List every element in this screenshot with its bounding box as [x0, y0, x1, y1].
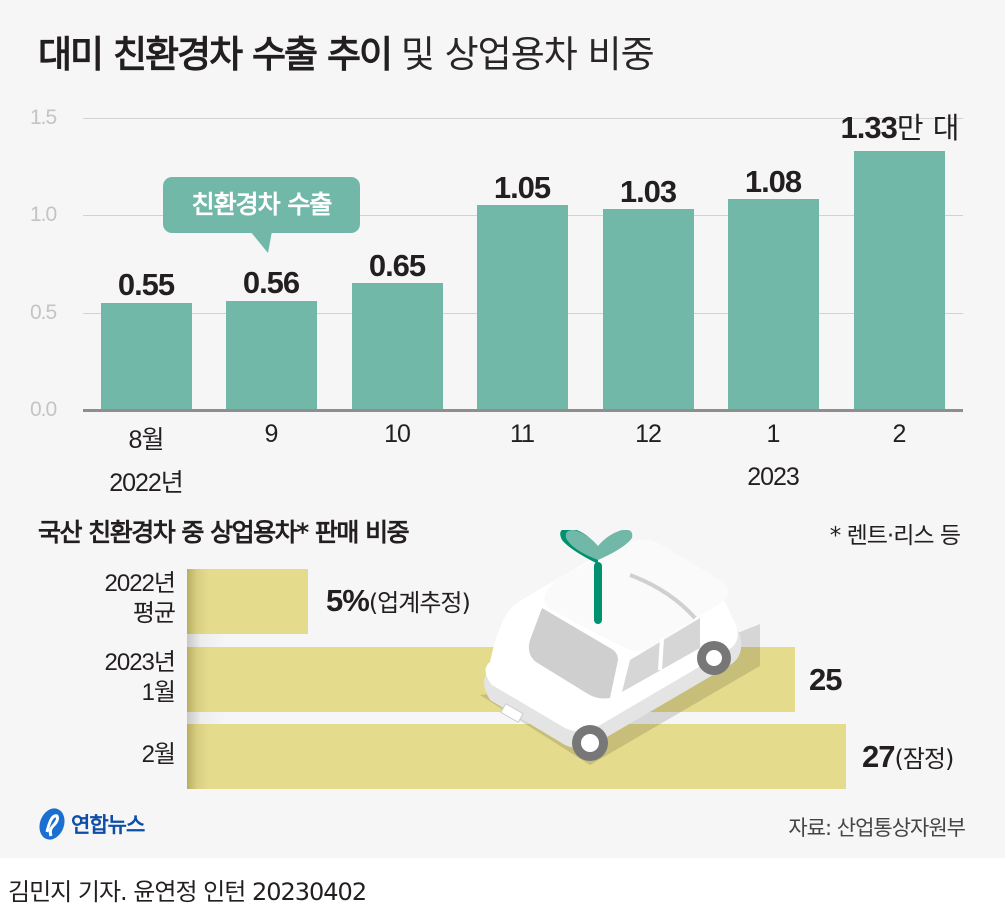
hbar-2022-avg [187, 569, 308, 634]
bar-dec-2022 [603, 209, 694, 410]
infographic-panel: 대미 친환경차 수출 추이 및 상업용차 비중 1.5 1.0 0.5 0.0 … [30, 33, 980, 842]
hbar-2023-feb [187, 724, 846, 789]
hbar-gap [187, 634, 487, 647]
car-with-sprout-icon [480, 530, 760, 765]
x-label: 10 [384, 420, 411, 448]
bar-nov-2022 [477, 205, 568, 410]
y-tick-0-0: 0.0 [30, 398, 57, 421]
x-axis-line [83, 409, 963, 412]
gridline [83, 118, 963, 119]
bar-unit: 만 대 [896, 111, 960, 145]
hbar-value-label: 25 [809, 662, 842, 698]
title-main: 대미 친환경차 수출 추이 [38, 33, 393, 76]
source-text: 자료: 산업통상자원부 [788, 816, 966, 840]
year-label-2022: 2022년 [109, 469, 184, 497]
y-tick-1-5: 1.5 [30, 106, 57, 129]
bar-value-label: 1.08 [744, 164, 802, 199]
x-label: 11 [510, 420, 535, 448]
bar-value: 1.33 [840, 110, 898, 145]
yonhap-logo: 연합뉴스 [37, 806, 145, 842]
x-label: 12 [635, 420, 662, 448]
y-tick-0-5: 0.5 [30, 301, 57, 324]
hbar-category-line: 2월 [141, 741, 176, 768]
hbar-gap [187, 712, 487, 725]
hbar-note: (잠정) [894, 745, 954, 773]
hbar-category-label: 2월 [40, 740, 176, 770]
title-sub: 및 상업용차 비중 [400, 33, 655, 76]
page-title: 대미 친환경차 수출 추이 및 상업용차 비중 [38, 33, 655, 76]
bar-aug-2022 [101, 303, 192, 410]
bar-value-label: 1.03 [619, 174, 677, 209]
bar-value-label: 0.55 [117, 267, 175, 302]
hbar-value: 25 [809, 662, 842, 697]
footnote: * 렌트·리스 등 [829, 523, 961, 549]
year-label-2023: 2023 [747, 463, 800, 491]
yonhap-logo-icon [39, 808, 65, 840]
series-label-bubble: 친환경차 수출 [163, 177, 360, 233]
x-label: 1 [766, 420, 781, 448]
bar-value-label: 0.56 [242, 265, 300, 300]
section-title-commercial-share: 국산 친환경차 중 상업용차* 판매 비중 [38, 518, 410, 547]
hbar-value: 5% [326, 583, 370, 618]
bar-value-label: 0.65 [368, 248, 426, 283]
x-label: 9 [264, 420, 279, 448]
logo-text: 연합뉴스 [71, 813, 145, 837]
bar-jan-2023 [728, 199, 819, 410]
bar-oct-2022 [352, 283, 443, 410]
bubble-tail-icon [250, 231, 272, 253]
hbar-value-label: 5%(업계추정) [326, 583, 471, 619]
bar-value-label-last: 1.33만 대 [820, 112, 980, 143]
hbar-category-line2: 1월 [141, 679, 176, 706]
hbar-category-label: 2022년 평균 [40, 569, 176, 629]
hbar-category-line1: 2022년 [104, 570, 176, 597]
hbar-category-line2: 평균 [132, 600, 176, 627]
hbar-category-line1: 2023년 [104, 649, 176, 676]
byline: 김민지 기자. 윤연정 인턴 20230402 [8, 878, 367, 906]
bar-sep-2022 [226, 301, 317, 410]
bar-feb-2023 [854, 151, 945, 410]
hbar-category-label: 2023년 1월 [40, 648, 176, 708]
x-label: 8월 [128, 426, 165, 454]
y-tick-1-0: 1.0 [30, 203, 57, 226]
hbar-value-label: 27(잠정) [862, 739, 954, 775]
x-label: 2 [892, 420, 907, 448]
hbar-value: 27 [862, 739, 895, 774]
bar-value-label: 1.05 [493, 170, 551, 205]
hbar-note: (업계추정) [368, 589, 471, 617]
